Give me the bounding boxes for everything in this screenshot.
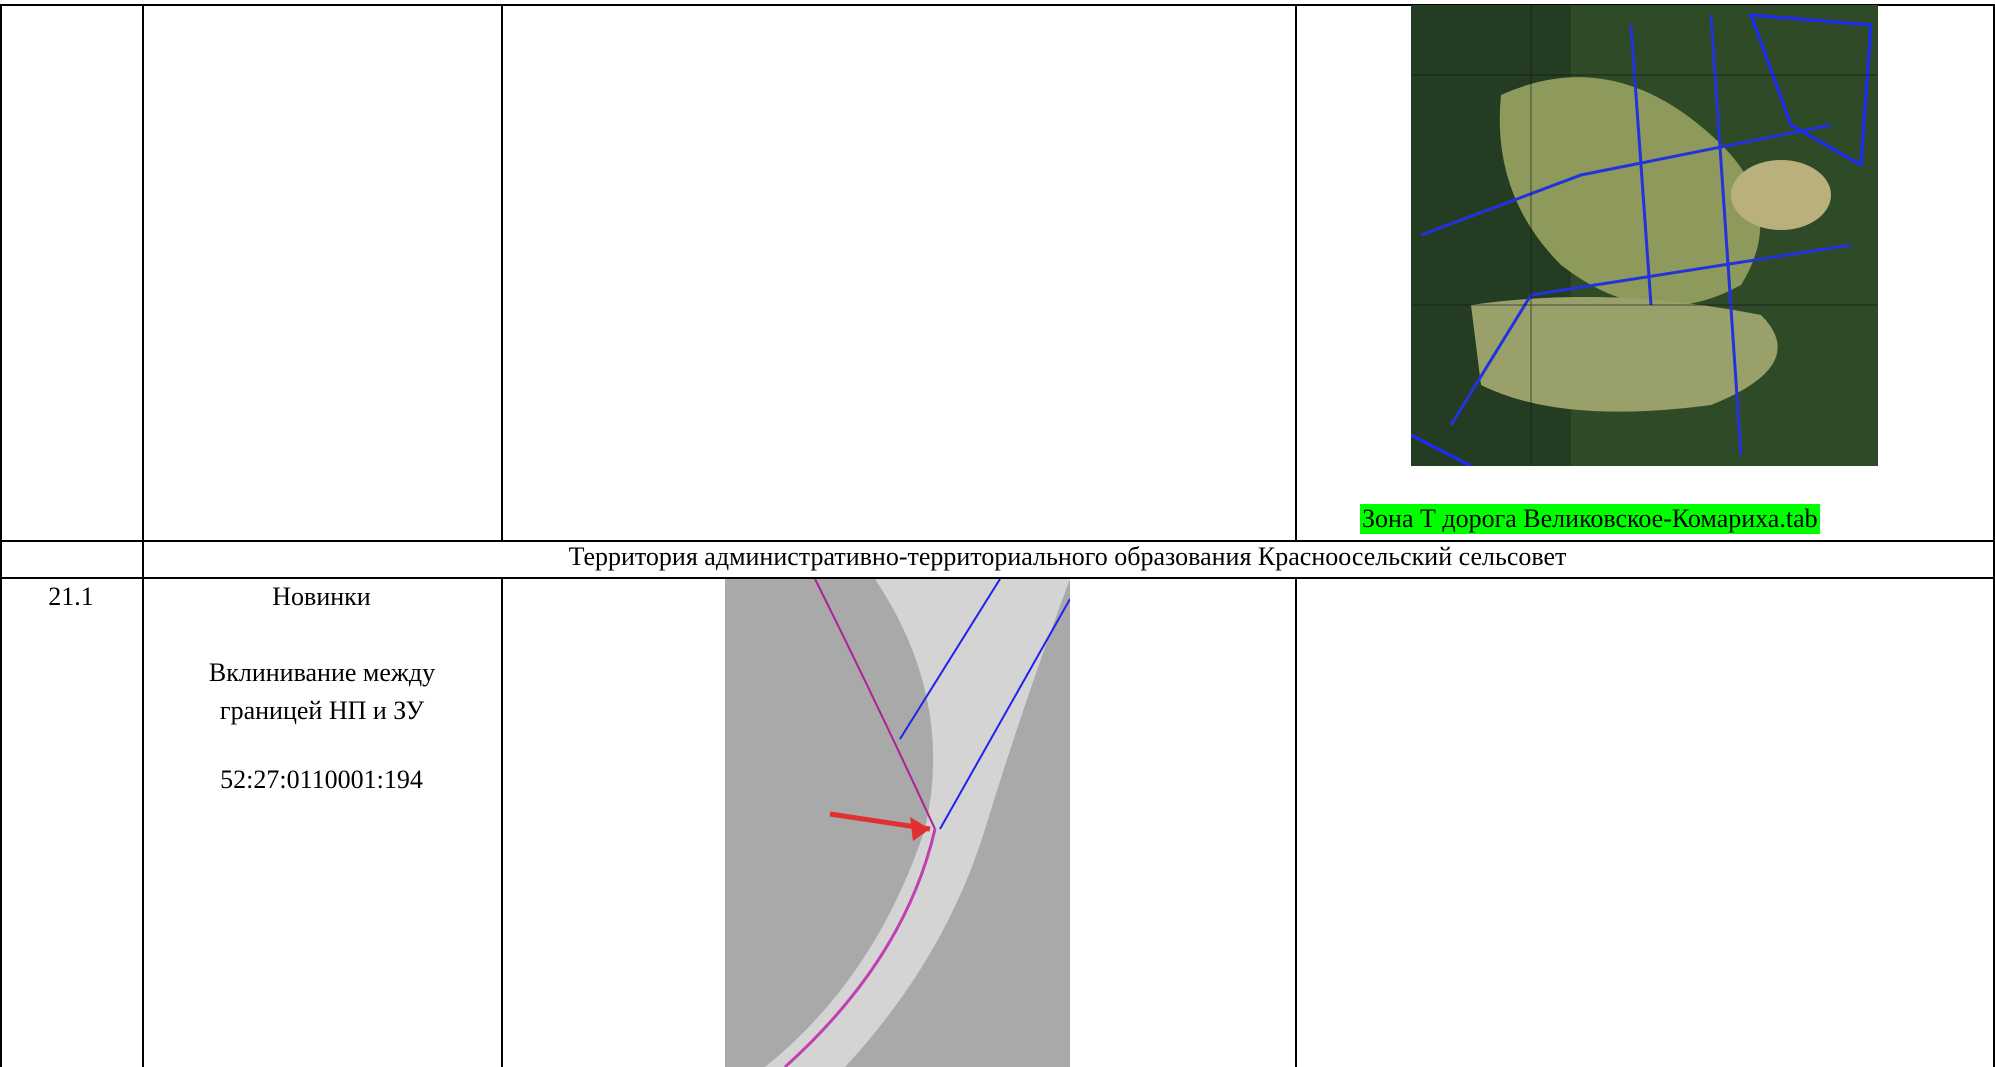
detail-image [725, 579, 1070, 1067]
row-number: 21.1 [48, 582, 94, 611]
issue-text: Вклинивание между границей НП и ЗУ [208, 658, 436, 725]
table-border [0, 577, 1995, 579]
table-border [0, 4, 1995, 6]
table-border [142, 4, 144, 1067]
map-image [1411, 5, 1878, 466]
table-border [0, 540, 1995, 542]
map-caption: Зона Т дорога Великовское-Комариха.tab [1360, 504, 1820, 534]
table-border [1295, 577, 1297, 1067]
table-border [1295, 4, 1297, 541]
table-border [1993, 4, 1995, 1067]
table-border [501, 577, 503, 1067]
section-title: Территория административно-территориальн… [568, 542, 1567, 571]
table-border [0, 4, 2, 1067]
table-border [501, 4, 503, 541]
cadastral-number: 52:27:0110001:194 [220, 765, 423, 794]
place-name: Новинки [272, 582, 371, 611]
